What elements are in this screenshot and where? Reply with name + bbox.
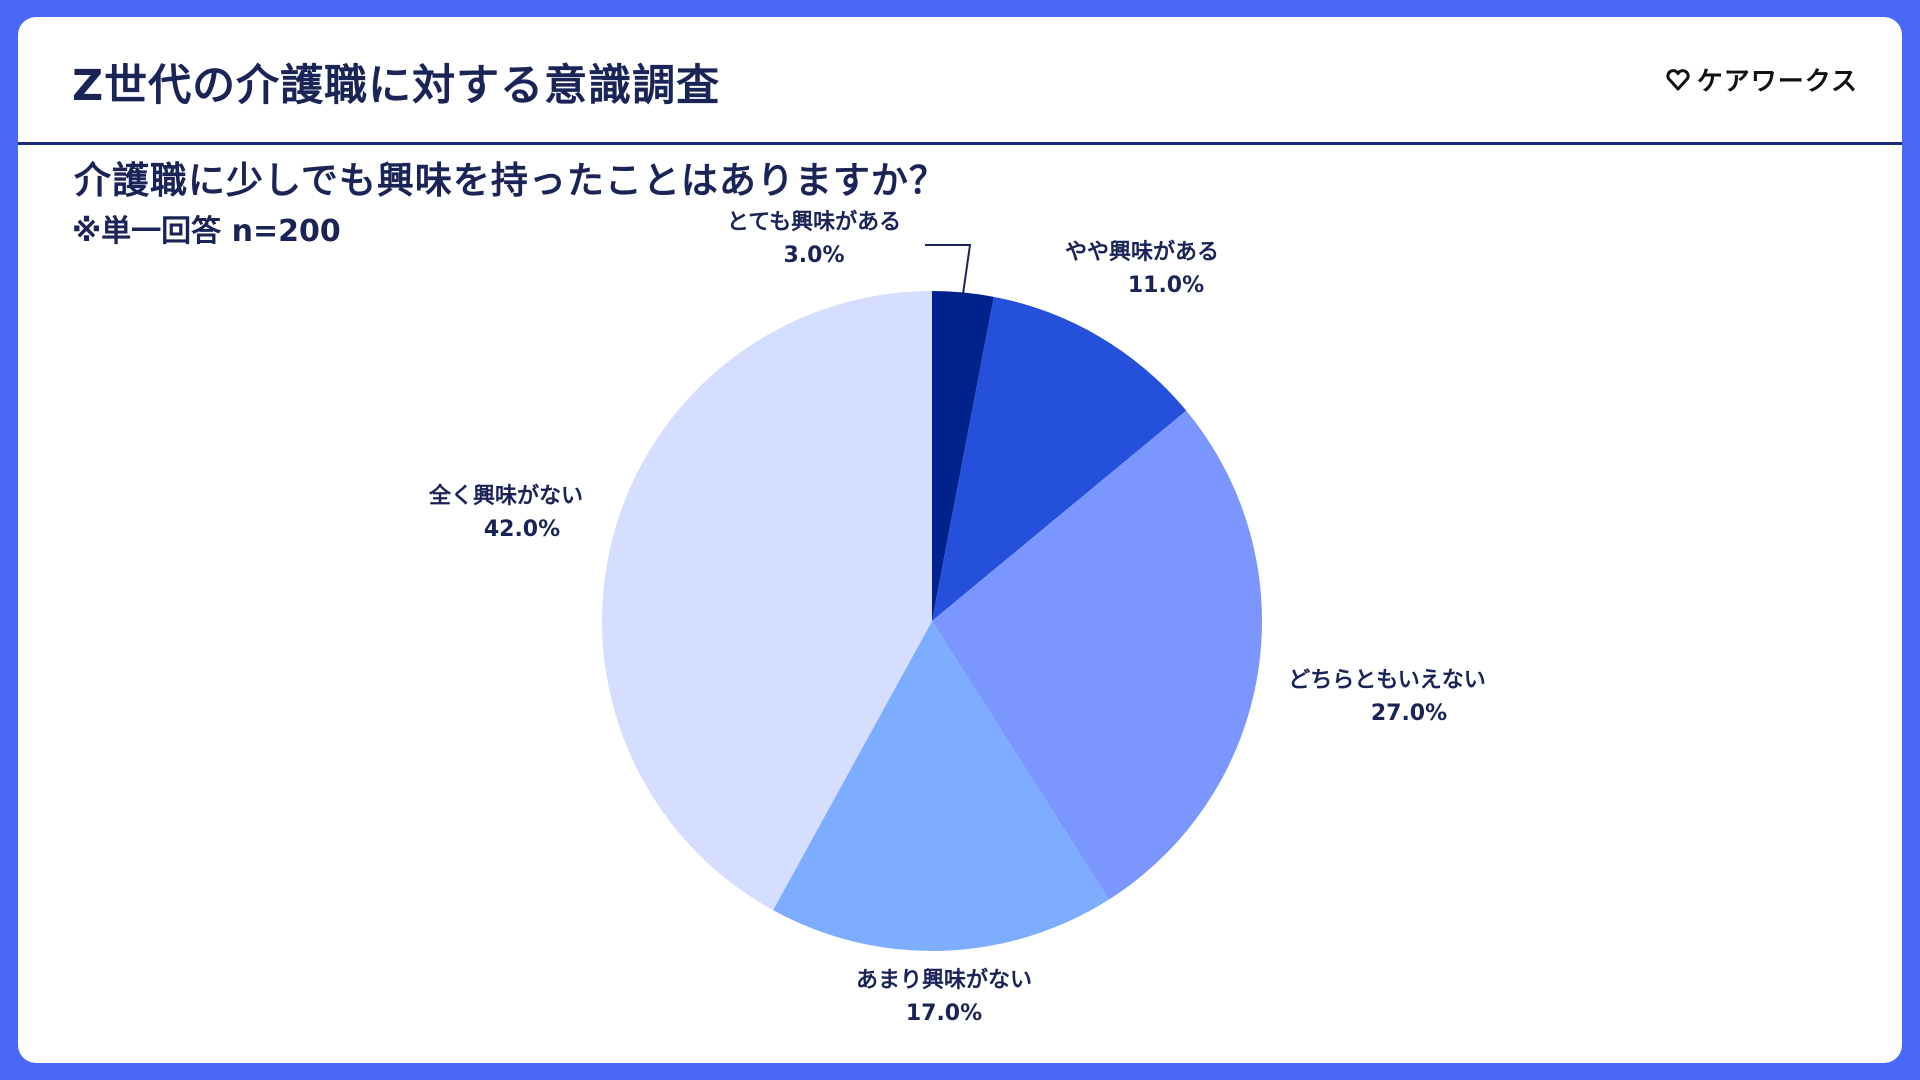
question-title: 介護職に少しでも興味を持ったことはありますか？	[74, 159, 947, 202]
sample-note: ※単一回答 n=200	[72, 214, 341, 249]
pie-slice-4	[773, 621, 1109, 951]
heart-icon	[1666, 68, 1690, 90]
pie-slice-5	[601, 291, 932, 911]
slice-label-3: どちらともいえない	[1288, 668, 1486, 693]
logo-text: ケアワークス	[1696, 67, 1858, 97]
slice-label-5: 全く興味がない	[428, 483, 583, 509]
pie-slice-3	[932, 410, 1262, 900]
slide-header: Z世代の介護職に対する意識調査 ケアワークス	[18, 17, 1902, 145]
slice-value-2: 11.0%	[1128, 273, 1204, 298]
page-title: Z世代の介護職に対する意識調査	[72, 61, 721, 111]
leader-line	[925, 244, 972, 295]
slice-value-5: 42.0%	[484, 517, 560, 542]
slice-value-1: 3.0%	[783, 243, 844, 268]
slice-label-2: やや興味がある	[1065, 239, 1219, 265]
slice-label-1: とても興味がある	[727, 209, 901, 235]
slice-value-4: 17.0%	[906, 1001, 982, 1026]
brand-logo: ケアワークス	[1665, 61, 1858, 98]
pie-slice-2	[932, 296, 1187, 621]
slice-label-4: あまり興味がない	[856, 967, 1032, 993]
pie-slice-1	[932, 291, 994, 621]
slice-value-3: 27.0%	[1371, 701, 1447, 726]
